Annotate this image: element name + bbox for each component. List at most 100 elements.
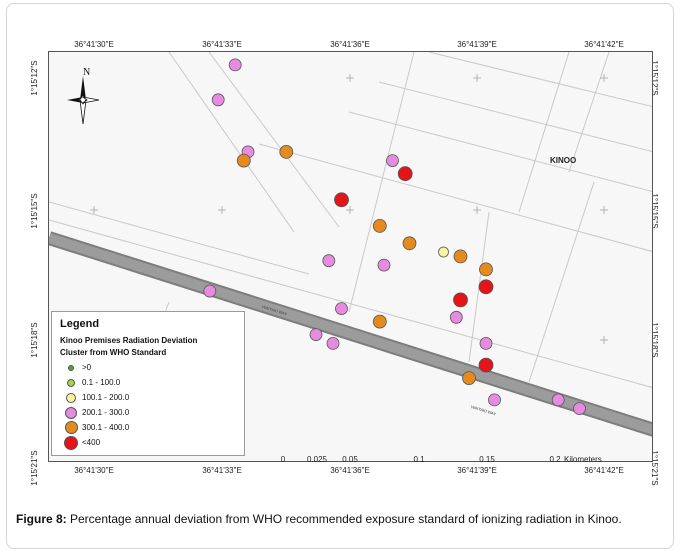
sample-point[interactable] [279, 145, 294, 159]
sample-point[interactable] [551, 393, 565, 407]
scale-unit-label: Kilometers [564, 455, 602, 464]
legend-label: 300.1 - 400.0 [82, 423, 130, 432]
legend-swatch [60, 435, 82, 450]
sample-point[interactable] [488, 393, 501, 407]
legend-dot [68, 364, 74, 371]
scale-tick-label: 0 [280, 455, 286, 464]
caption-label: Figure 8: [16, 512, 67, 526]
coord-bottom-label: 36°41'36"E [330, 466, 370, 475]
scale-tick-label: 0.05 [342, 455, 358, 464]
sample-point[interactable] [478, 357, 494, 373]
legend-swatch [60, 364, 82, 371]
sample-point[interactable] [203, 284, 217, 298]
sample-point[interactable] [479, 262, 493, 277]
legend-label: 100.1 - 200.0 [82, 393, 130, 402]
legend-title: Legend [60, 318, 100, 330]
coord-top-label: 36°41'36"E [330, 40, 370, 49]
graticule-crosses [90, 74, 608, 344]
legend-row: 100.1 - 200.0 [60, 390, 236, 405]
coord-left-label: 1°15'15"S [30, 193, 39, 229]
coord-top-label: 36°41'39"E [457, 40, 497, 49]
street-line [168, 52, 295, 233]
place-label-kinoo: KINOO [550, 156, 577, 165]
scale-tick-label: 0.025 [306, 455, 328, 464]
legend-row: >0 [60, 360, 236, 375]
legend-rows: >0 0.1 - 100.0 100.1 - 200.0 200.1 - 300.0 3… [60, 360, 236, 450]
legend-row: 0.1 - 100.0 [60, 375, 236, 390]
coord-bottom-label: 36°41'30"E [74, 466, 114, 475]
street-line [348, 111, 652, 192]
sample-point[interactable] [335, 302, 348, 316]
sample-point[interactable] [334, 192, 349, 208]
sample-point[interactable] [228, 58, 242, 72]
legend-label: >0 [82, 363, 92, 372]
sample-point[interactable] [211, 93, 225, 107]
map-drawing [49, 52, 652, 437]
sample-point[interactable] [453, 292, 468, 308]
sample-point[interactable] [438, 246, 449, 258]
sample-point[interactable] [322, 254, 336, 268]
legend-label: 200.1 - 300.0 [82, 408, 130, 417]
sample-point[interactable] [309, 328, 323, 342]
coord-top-label: 36°41'42"E [584, 40, 624, 49]
street-line [49, 201, 310, 275]
sample-point[interactable] [236, 153, 251, 168]
legend-dot [67, 378, 75, 387]
coord-left-label: 1°15'18"S [30, 322, 39, 358]
figure-caption: Figure 8: Percentage annual deviation fr… [16, 512, 666, 527]
sample-point[interactable] [402, 236, 417, 251]
sample-point[interactable] [453, 249, 468, 264]
street-line [428, 52, 652, 108]
sample-points-layer [203, 58, 586, 416]
street-line [208, 52, 340, 228]
sample-point[interactable] [478, 279, 494, 295]
legend-row: <400 [60, 435, 236, 450]
graticule-cross [600, 336, 608, 344]
legend-row: 300.1 - 400.0 [60, 420, 236, 435]
coord-top-label: 36°41'33"E [202, 40, 242, 49]
street-line [528, 181, 595, 383]
sample-point[interactable] [462, 371, 476, 386]
sample-point[interactable] [397, 166, 413, 182]
street-line [258, 143, 652, 252]
graticule-cross [90, 206, 98, 214]
coord-top-label: 36°41'30"E [74, 40, 114, 49]
legend-dot [66, 392, 76, 403]
north-label: N [83, 67, 91, 78]
sample-point[interactable] [377, 258, 391, 272]
legend-subtitle: Kinoo Premises Radiation Deviation [60, 336, 198, 345]
scale-tick-label: 0.15 [479, 455, 495, 464]
caption-text: Percentage annual deviation from WHO rec… [66, 512, 622, 526]
street-line [348, 52, 415, 313]
legend-dot [64, 435, 78, 450]
graticule-cross [218, 206, 226, 214]
sample-point[interactable] [479, 336, 493, 350]
sample-point[interactable] [372, 218, 387, 233]
graticule-cross [600, 74, 608, 82]
legend-row: 200.1 - 300.0 [60, 405, 236, 420]
sample-point[interactable] [573, 402, 586, 416]
legend-dot [65, 406, 77, 419]
legend-dot [64, 421, 78, 434]
graticule-cross [473, 74, 481, 82]
sample-point[interactable] [372, 314, 387, 329]
street-line [518, 52, 570, 213]
graticule-cross [346, 74, 354, 82]
sample-point[interactable] [449, 310, 463, 324]
coord-bottom-label: 36°41'39"E [457, 466, 497, 475]
coord-left-label: 1°15'21"S [30, 450, 39, 486]
street-line [378, 81, 652, 153]
scale-tick-label: 0.2 [549, 455, 561, 464]
sample-point[interactable] [386, 154, 399, 167]
legend-swatch [60, 421, 82, 434]
sample-point[interactable] [326, 336, 340, 350]
scale-tick-label: 0.1 [413, 455, 425, 464]
north-arrow-icon [67, 76, 100, 125]
coord-bottom-label: 36°41'42"E [584, 466, 624, 475]
legend-swatch [60, 378, 82, 387]
graticule-cross [473, 206, 481, 214]
legend-label: 0.1 - 100.0 [82, 378, 121, 387]
map-legend: Legend Kinoo Premises Radiation Deviatio… [51, 311, 245, 456]
legend-label: <400 [82, 438, 101, 447]
coord-left-label: 1°15'12"S [30, 60, 39, 96]
